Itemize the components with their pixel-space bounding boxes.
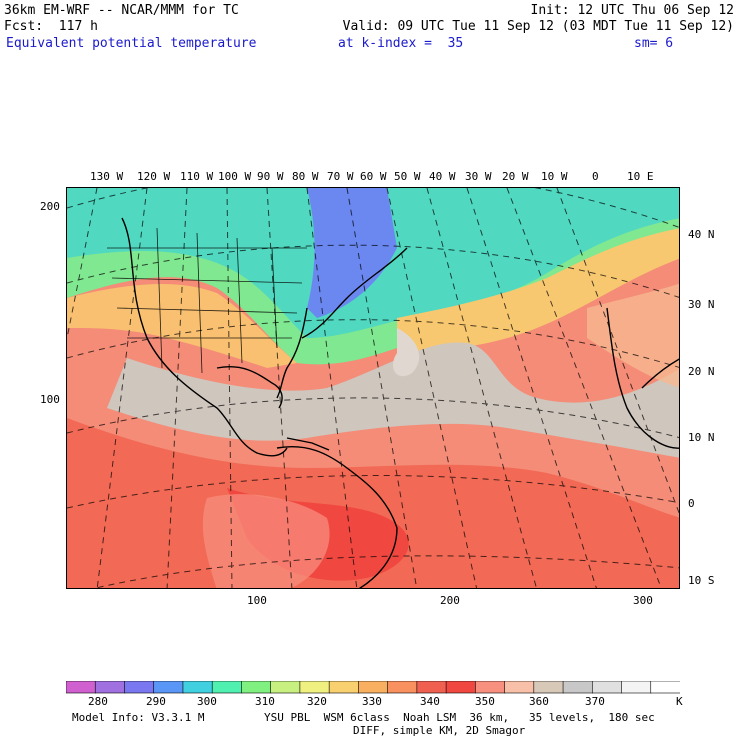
legend-value: 340: [420, 695, 440, 708]
legend-value: 280: [88, 695, 108, 708]
lon-label: 60 W: [360, 170, 387, 183]
lat-label: 20 N: [688, 365, 715, 378]
lon-label: 120 W: [137, 170, 171, 183]
level-info: at k-index = 35: [338, 36, 464, 51]
legend-value: 290: [146, 695, 166, 708]
legend-swatch: [562, 681, 594, 694]
legend-swatch: [124, 681, 155, 694]
lat-label: 10 N: [688, 431, 715, 444]
legend-swatch: [387, 681, 418, 694]
lon-label: 30 W: [465, 170, 492, 183]
lon-label: 110 W: [180, 170, 214, 183]
lat-label: 30 N: [688, 298, 715, 311]
legend-swatch: [182, 681, 213, 694]
forecast-hour: Fcst: 117 h: [4, 19, 98, 34]
lat-label: 10 S: [688, 574, 715, 587]
legend-swatch: [504, 681, 535, 694]
legend-value: 350: [475, 695, 495, 708]
lat-label: 40 N: [688, 228, 715, 241]
legend-swatch: [621, 681, 652, 694]
legend-value: 300: [197, 695, 217, 708]
legend-swatch: [211, 681, 243, 694]
lon-label: 20 W: [502, 170, 529, 183]
lon-label: 130 W: [90, 170, 124, 183]
theta-e-map: [66, 187, 680, 589]
legend-value: 320: [307, 695, 327, 708]
lon-label: 80 W: [292, 170, 319, 183]
lon-label: 0: [592, 170, 599, 183]
init-time: Init: 12 UTC Thu 06 Sep 12: [530, 3, 735, 18]
grid-x-label: 100: [247, 594, 267, 607]
legend-swatch: [533, 681, 564, 694]
grid-y-label: 200: [40, 200, 60, 213]
model-physics: DIFF, simple KM, 2D Smagor: [353, 724, 526, 737]
smoothing-info: sm= 6: [634, 36, 674, 51]
legend-value: 360: [529, 695, 549, 708]
legend-colorbar: [66, 681, 680, 694]
grid-y-label: 100: [40, 393, 60, 406]
theta-e-field: [67, 188, 679, 588]
legend-swatch: [591, 681, 623, 694]
legend-swatch: [299, 681, 330, 694]
legend-swatch: [66, 681, 97, 694]
lon-label: 10 E: [627, 170, 654, 183]
model-title: 36km EM-WRF -- NCAR/MMM for TC: [4, 3, 239, 18]
legend-value: 370: [585, 695, 605, 708]
legend-swatch: [416, 681, 447, 694]
grid-x-label: 300: [633, 594, 653, 607]
legend-swatch: [153, 681, 184, 694]
legend-swatch: [270, 681, 301, 694]
lon-label: 50 W: [394, 170, 421, 183]
field-name: Equivalent potential temperature: [6, 36, 257, 51]
legend-swatch: [650, 681, 680, 694]
legend-value: 330: [362, 695, 382, 708]
lon-label: 100 W: [218, 170, 252, 183]
legend-swatch: [94, 681, 126, 694]
lon-label: 40 W: [429, 170, 456, 183]
grid-x-label: 200: [440, 594, 460, 607]
model-info: Model Info: V3.3.1 M YSU PBL WSM 6class …: [72, 711, 655, 724]
legend-swatch: [358, 681, 389, 694]
legend-swatch: [328, 681, 360, 694]
lon-label: 70 W: [327, 170, 354, 183]
legend-unit: K: [676, 695, 683, 708]
legend-swatch: [241, 681, 272, 694]
legend-swatch: [445, 681, 477, 694]
legend-value: 310: [255, 695, 275, 708]
lon-label: 10 W: [541, 170, 568, 183]
valid-time: Valid: 09 UTC Tue 11 Sep 12 (03 MDT Tue …: [342, 19, 734, 34]
lat-label: 0: [688, 497, 695, 510]
lon-label: 90 W: [257, 170, 284, 183]
legend-swatch: [475, 681, 506, 694]
